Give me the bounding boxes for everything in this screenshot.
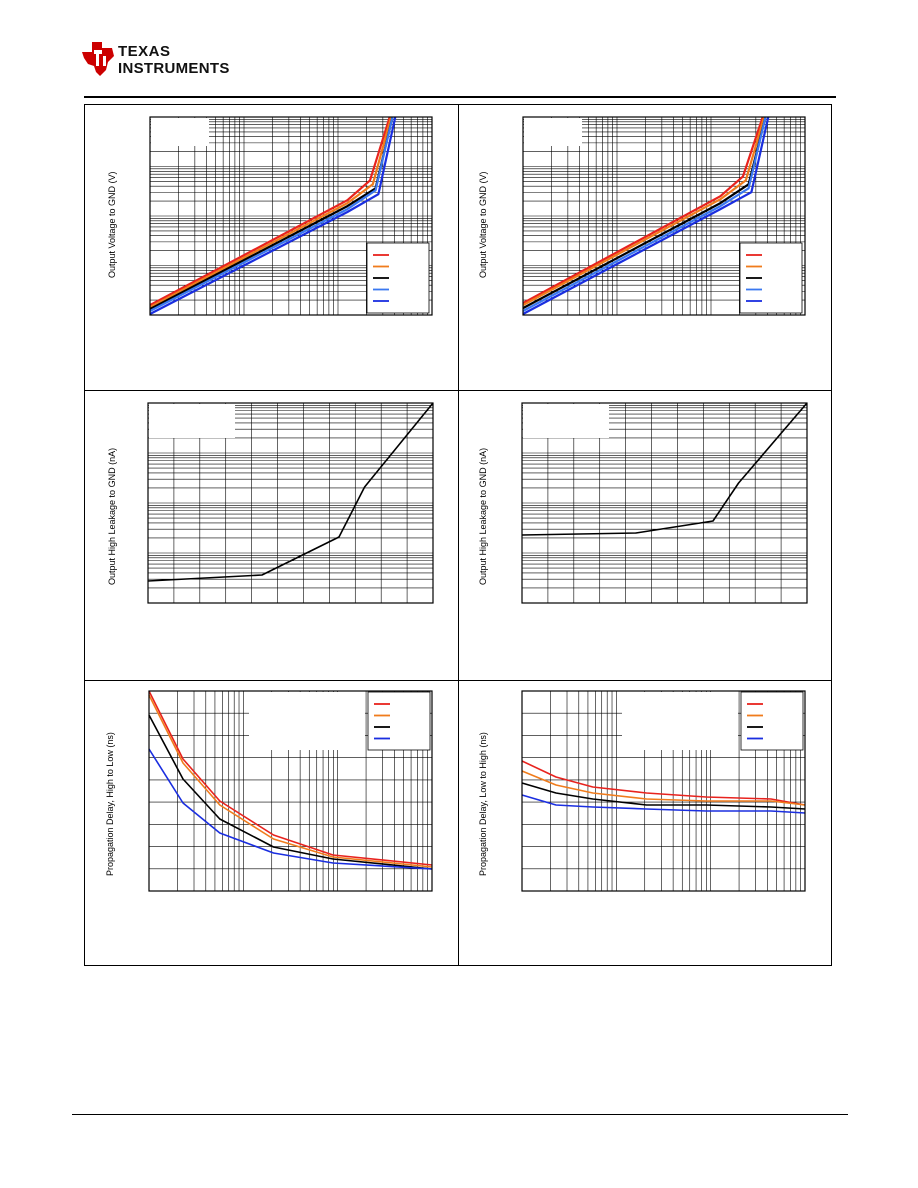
plot-frame	[149, 116, 433, 316]
chart-2-blank-area	[524, 118, 582, 146]
series-line-orange	[149, 116, 393, 309]
chart-6-ylabel: Propagation Delay, Low to High (ns)	[478, 732, 488, 876]
chart-2-output-voltage	[522, 116, 806, 316]
chart-4-blank-area	[523, 404, 609, 438]
chart-6-blank-area	[622, 692, 738, 750]
series-line-blue	[148, 748, 433, 870]
series-line-lightblue	[522, 116, 767, 312]
series-line-black	[521, 402, 808, 536]
chart-2-ylabel: Output Voltage to GND (V)	[478, 171, 488, 278]
figure-grid-vertical-divider	[458, 104, 459, 966]
series-line-red	[521, 760, 806, 806]
logo-text-line1: Texas	[118, 43, 171, 60]
plot-frame	[521, 690, 806, 892]
series-line-red	[522, 116, 764, 305]
chart-1-legend	[366, 242, 430, 314]
series-line-black	[148, 714, 433, 870]
chart-5-legend	[367, 691, 431, 751]
series-line-red	[149, 116, 391, 307]
footer-rule	[72, 1114, 848, 1115]
series-line-orange	[148, 694, 433, 868]
ti-state-icon	[82, 42, 114, 76]
chart-1-ylabel: Output Voltage to GND (V)	[107, 171, 117, 278]
figure-grid-divider-1	[84, 390, 832, 391]
series-line-black	[147, 402, 434, 582]
ti-logo: Texas Instruments	[80, 40, 240, 82]
chart-6-propagation-delay-lh	[521, 690, 806, 892]
chart-3-blank-area	[149, 404, 235, 438]
legend-box	[740, 691, 804, 751]
header-rule	[84, 96, 836, 98]
series-line-red	[148, 690, 433, 866]
chart-4-ylabel: Output High Leakage to GND (nA)	[478, 447, 488, 585]
series-line-black	[521, 782, 806, 810]
plot-frame	[147, 402, 434, 604]
chart-6-legend	[740, 691, 804, 751]
figure-grid-divider-2	[84, 680, 832, 681]
chart-1-blank-area	[151, 118, 209, 146]
series-line-blue	[522, 116, 770, 315]
chart-3-output-high-leakage	[147, 402, 434, 604]
chart-1-output-voltage	[149, 116, 433, 316]
plot-frame	[522, 116, 806, 316]
series-line-lightblue	[149, 116, 394, 312]
chart-3-ylabel: Output High Leakage to GND (nA)	[107, 447, 117, 585]
chart-5-ylabel: Propagation Delay, High to Low (ns)	[105, 732, 115, 876]
plot-frame	[148, 690, 433, 892]
chart-5-blank-area	[249, 692, 365, 750]
chart-5-propagation-delay-hl	[148, 690, 433, 892]
chart-4-output-high-leakage	[521, 402, 808, 604]
series-line-blue	[149, 116, 397, 315]
series-line-blue	[521, 794, 806, 814]
logo-text-line2: Instruments	[118, 60, 230, 77]
series-line-orange	[521, 770, 806, 806]
legend-box	[367, 691, 431, 751]
chart-2-legend	[739, 242, 803, 314]
plot-frame	[521, 402, 808, 604]
series-line-orange	[522, 116, 766, 307]
